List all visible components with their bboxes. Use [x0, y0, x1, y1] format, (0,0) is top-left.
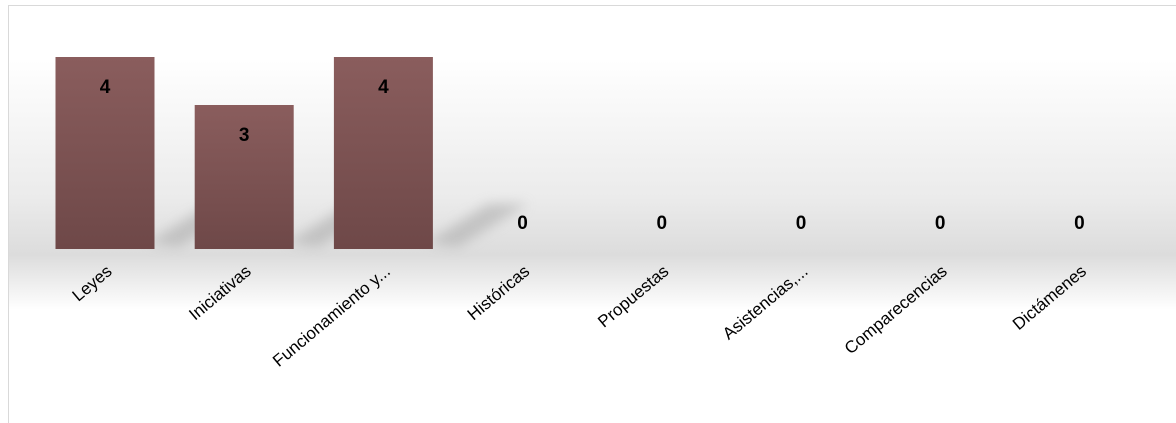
value-label-leyes: 4	[100, 77, 111, 98]
value-label-dictamenes: 0	[1074, 213, 1085, 234]
bar-funcionamiento-y	[333, 57, 433, 249]
bars-group	[55, 57, 433, 249]
value-label-propuestas: 0	[657, 213, 668, 234]
bar-iniciativas	[194, 105, 294, 249]
value-label-historicas: 0	[517, 213, 528, 234]
bar-shadow-funcionamiento-y	[426, 204, 528, 247]
value-label-asistencias: 0	[796, 213, 807, 234]
bar-leyes	[55, 57, 155, 249]
value-labels-group: 4 3 4 0 0 0 0 0	[100, 77, 1085, 234]
plot-background-band	[9, 60, 1176, 310]
value-label-iniciativas: 3	[239, 125, 250, 146]
value-label-comparecencias: 0	[935, 213, 946, 234]
value-label-funcionamiento-y: 4	[378, 77, 389, 98]
